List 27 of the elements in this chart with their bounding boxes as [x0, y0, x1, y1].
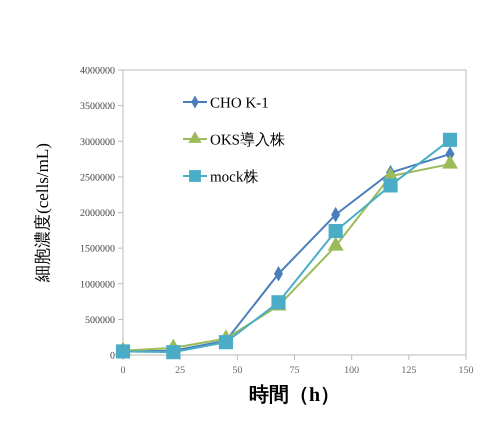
legend-label: CHO K-1 [210, 95, 269, 112]
x-tick-label: 125 [401, 365, 416, 376]
x-tick-label: 100 [344, 365, 360, 376]
point [218, 335, 233, 350]
x-tick-label: 25 [175, 365, 186, 376]
point [328, 224, 343, 238]
point [116, 344, 130, 359]
y-tick-label: 500000 [85, 314, 115, 326]
y-tick-label: 2000000 [80, 208, 115, 219]
point [166, 345, 180, 360]
x-tick-label: 75 [290, 365, 300, 376]
x-tick-label: 50 [232, 365, 242, 376]
y-tick-label: 2500000 [80, 172, 115, 184]
x-axis-title: 時間（h） [248, 384, 340, 406]
point [442, 132, 458, 147]
y-tick-label: 4000000 [80, 66, 115, 76]
y-tick-label: 3500000 [80, 101, 115, 112]
y-tick-label: 1500000 [80, 244, 115, 255]
y-tick-label: 1000000 [80, 279, 115, 290]
y-tick-label: 0 [110, 350, 115, 362]
y-tick-label: 3000000 [80, 136, 115, 148]
x-tick-label: 0 [120, 365, 126, 376]
point [383, 178, 398, 192]
legend-label: mock株 [210, 168, 258, 186]
x-tick-label: 150 [458, 365, 474, 376]
legend-label: OKS導入株 [210, 131, 286, 148]
y-axis-title: 細胞濃度(cells/mL) [33, 143, 52, 283]
